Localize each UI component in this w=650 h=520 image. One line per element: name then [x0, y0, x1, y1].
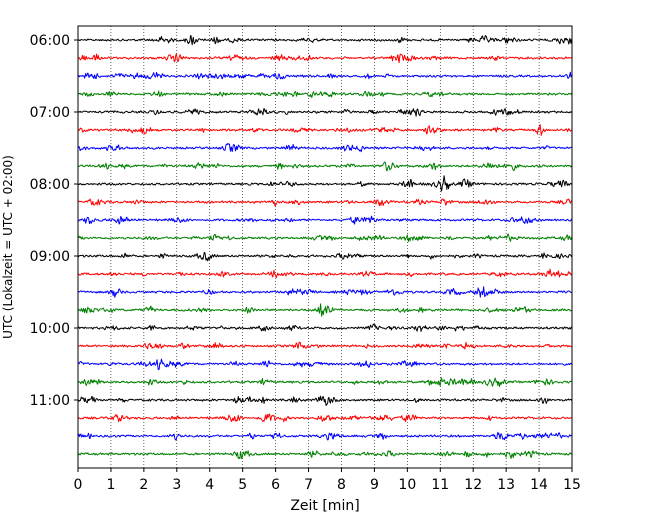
trace-line-0615: [77, 53, 573, 64]
x-tick-label: 0: [74, 477, 83, 493]
y-tick-label: 06:00: [30, 33, 70, 49]
x-tick-label: 15: [563, 477, 581, 493]
x-tick-label: 2: [139, 477, 148, 493]
trace-line-0600: [77, 35, 573, 46]
x-tick-label: 13: [497, 477, 515, 493]
trace-line-0800: [77, 175, 573, 192]
trace-line-0930: [77, 286, 573, 298]
y-tick-label: 08:00: [30, 177, 70, 193]
trace-line-0700: [77, 107, 573, 117]
traces: [77, 35, 573, 460]
trace-line-0945: [77, 303, 573, 317]
x-tick-label: 6: [271, 477, 280, 493]
trace-line-0915: [77, 268, 573, 279]
y-axis-label: UTC (Lokalzeit = UTC + 02:00): [1, 155, 15, 339]
x-tick-label: 12: [464, 477, 482, 493]
x-tick-label: 10: [398, 477, 416, 493]
trace-line-0730: [77, 142, 573, 153]
trace-line-0815: [77, 198, 573, 207]
x-axis: 0 1 2 3 4 5 6 7 8 9 10 11 12 13 14 15: [74, 468, 581, 493]
trace-line-0745: [77, 161, 573, 172]
trace-line-0900: [77, 252, 573, 262]
trace-line-1015: [77, 341, 573, 350]
x-tick-label: 5: [238, 477, 247, 493]
y-tick-label: 11:00: [30, 393, 70, 409]
x-axis-label: Zeit [min]: [290, 498, 359, 514]
x-tick-label: 8: [337, 477, 346, 493]
trace-line-1100: [77, 395, 573, 407]
x-tick-label: 14: [530, 477, 548, 493]
trace-line-0845: [77, 233, 573, 243]
trace-line-1045: [77, 377, 573, 387]
trace-line-1030: [77, 358, 573, 371]
y-tick-label: 10:00: [30, 321, 70, 337]
x-tick-label: 1: [106, 477, 115, 493]
trace-line-0645: [77, 90, 573, 98]
x-tick-label: 4: [205, 477, 214, 493]
y-tick-label: 09:00: [30, 249, 70, 265]
x-tick-label: 11: [431, 477, 449, 493]
x-tick-label: 7: [304, 477, 313, 493]
x-tick-label: 3: [172, 477, 181, 493]
y-tick-label: 07:00: [30, 105, 70, 121]
trace-line-1115: [77, 413, 573, 423]
trace-line-0630: [77, 71, 573, 80]
trace-line-1145: [77, 450, 573, 460]
trace-line-1130: [77, 431, 573, 441]
trace-line-1000: [77, 323, 573, 332]
plot-frame: [77, 25, 573, 469]
x-tick-label: 9: [370, 477, 379, 493]
trace-line-0715: [77, 124, 573, 136]
trace-line-0830: [77, 215, 573, 225]
y-axis: 06:00 07:00 08:00 09:00 10:00 11:00: [30, 33, 78, 409]
